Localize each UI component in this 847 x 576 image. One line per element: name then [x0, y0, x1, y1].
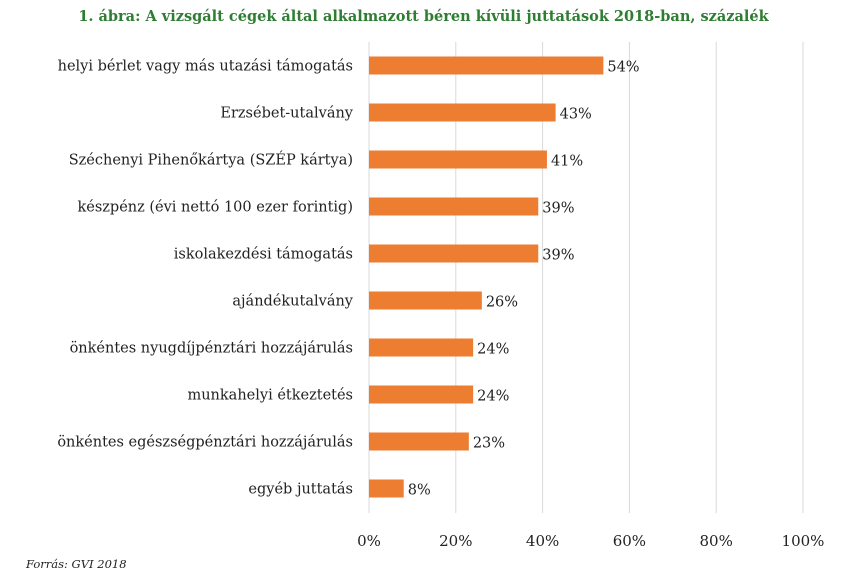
category-label: helyi bérlet vagy más utazási támogatás: [58, 59, 353, 75]
data-label: 24%: [477, 342, 509, 358]
x-tick-label: 40%: [526, 532, 559, 550]
bars: [369, 56, 604, 498]
labels: 0% 20% 40% 60% 80% 100% helyi bérlet vagy más …: [57, 59, 824, 551]
data-label: 43%: [560, 107, 592, 123]
bar: [369, 56, 604, 75]
category-label: iskolakezdési támogatás: [174, 247, 353, 263]
bar: [369, 338, 474, 357]
bar: [369, 197, 539, 216]
x-tick-label: 100%: [782, 532, 825, 550]
x-tick-label: 0%: [357, 532, 381, 550]
data-label: 54%: [607, 60, 639, 76]
data-label: 8%: [408, 483, 431, 499]
x-tick-label: 60%: [613, 532, 646, 550]
bar: [369, 150, 547, 169]
bar: [369, 432, 469, 451]
category-label: Erzsébet-utalvány: [220, 106, 353, 122]
category-label: ajándékutalvány: [232, 294, 353, 310]
x-tick-label: 20%: [439, 532, 472, 550]
category-label: munkahelyi étkeztetés: [187, 388, 353, 404]
bar: [369, 291, 482, 310]
bar: [369, 244, 539, 263]
bar: [369, 479, 404, 498]
chart-title: 1. ábra: A vizsgált cégek által alkalmaz…: [78, 8, 769, 25]
category-label: önkéntes egészségpénztári hozzájárulás: [57, 435, 353, 451]
bar: [369, 103, 556, 122]
bar: [369, 385, 474, 404]
data-label: 39%: [542, 248, 574, 264]
data-label: 23%: [473, 436, 505, 452]
source-note: Forrás: GVI 2018: [26, 557, 127, 571]
category-label: készpénz (évi nettó 100 ezer forintig): [77, 200, 353, 216]
data-label: 41%: [551, 154, 583, 170]
data-label: 26%: [486, 295, 518, 311]
category-label: egyéb juttatás: [248, 482, 353, 498]
category-label: Széchenyi Pihenőkártya (SZÉP kártya): [69, 151, 353, 169]
data-label: 24%: [477, 389, 509, 405]
category-label: önkéntes nyugdíjpénztári hozzájárulás: [70, 341, 353, 357]
x-tick-label: 80%: [700, 532, 733, 550]
data-label: 39%: [542, 201, 574, 217]
